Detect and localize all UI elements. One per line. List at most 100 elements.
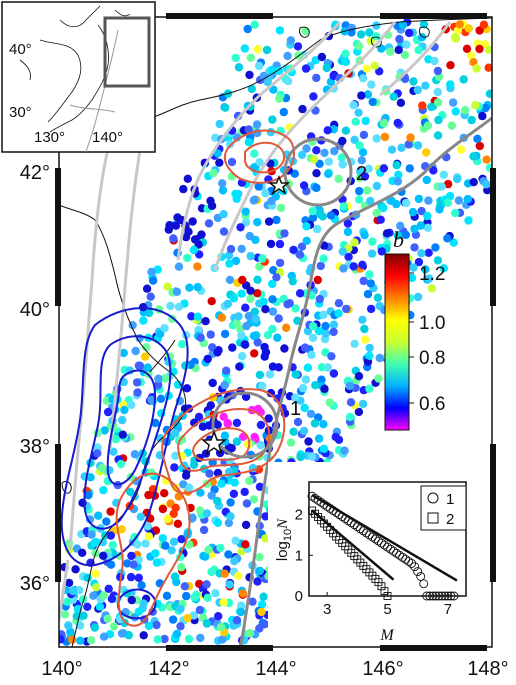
b-value-dot [242, 321, 251, 331]
legend-marker-square [427, 512, 439, 524]
b-value-dot [344, 252, 353, 262]
b-value-dot [361, 335, 370, 344]
b-value-dot [220, 329, 230, 339]
b-value-dot [171, 451, 180, 460]
b-value-dot [424, 248, 433, 257]
b-value-dot [244, 311, 253, 321]
b-value-dot [260, 342, 269, 352]
b-value-dot [211, 589, 220, 598]
b-value-dot [91, 569, 100, 578]
b-value-dot [279, 107, 288, 117]
b-value-dot [320, 148, 329, 158]
colorbar-tick-1.0: 1.0 [419, 313, 445, 334]
b-value-dot [59, 635, 65, 644]
b-value-dot [350, 339, 359, 348]
b-value-dot [280, 229, 289, 238]
b-value-dot [435, 205, 444, 214]
b-value-dot [147, 468, 156, 477]
b-value-dot [406, 133, 415, 142]
data-point-series-2 [380, 587, 389, 596]
b-value-dot [219, 227, 229, 236]
b-value-dot [380, 132, 390, 142]
b-value-dot [299, 181, 309, 190]
b-value-dot [100, 426, 109, 435]
inset-trench-2 [69, 104, 116, 113]
b-value-dot [219, 598, 228, 607]
b-value-dot [289, 245, 298, 255]
b-value-dot [219, 412, 228, 421]
b-value-dot [386, 47, 395, 56]
b-value-dot [393, 177, 403, 186]
b-value-dot [189, 460, 199, 469]
b-value-dot [172, 629, 182, 639]
b-value-dot [354, 108, 363, 117]
b-value-dot [222, 366, 231, 375]
b-value-dot [366, 36, 376, 46]
b-value-dot [193, 282, 202, 292]
b-value-dot [398, 20, 408, 30]
b-value-dot [358, 260, 367, 269]
b-value-dot [424, 274, 434, 283]
b-value-dot [154, 374, 163, 383]
b-value-dot [402, 40, 411, 49]
colorbar-tick-1.2: 1.2 [419, 264, 445, 285]
lat-label-42: 42° [20, 162, 50, 184]
b-value-dot [87, 530, 96, 539]
b-value-dot [300, 403, 309, 413]
b-value-dot [351, 117, 360, 126]
data-point-series-1 [373, 536, 383, 546]
b-value-dot [196, 633, 205, 643]
b-value-dot [433, 131, 443, 140]
b-value-dot [355, 141, 364, 150]
b-value-dot [254, 404, 263, 414]
b-value-dot [176, 622, 185, 631]
b-value-dot [327, 352, 336, 361]
b-value-dot [372, 32, 381, 41]
trench-line [238, 116, 492, 647]
b-value-dot [137, 581, 146, 590]
legend-label-2: 2 [446, 511, 454, 528]
b-value-dot [160, 324, 169, 333]
b-value-dot [142, 284, 152, 293]
data-point-series-1 [386, 544, 395, 554]
b-value-dot [404, 28, 414, 38]
b-value-dot [372, 134, 381, 143]
b-value-dot [253, 577, 262, 586]
b-value-dot [413, 292, 423, 302]
b-value-dot [354, 407, 364, 417]
b-value-dot [120, 405, 129, 415]
b-value-dot [105, 466, 114, 475]
b-value-dot [443, 198, 452, 207]
colorbar-tick-0.6: 0.6 [419, 394, 445, 415]
b-value-dot [397, 143, 406, 152]
b-value-dot [424, 196, 433, 205]
b-value-dot [193, 262, 202, 271]
b-value-dot [255, 158, 264, 167]
b-value-dot [201, 552, 210, 561]
b-value-dot [152, 558, 162, 567]
b-value-dot [126, 487, 135, 496]
x-tick-label: 7 [444, 601, 452, 618]
b-value-dot [293, 417, 303, 427]
b-value-dot [408, 207, 418, 217]
b-value-dot [174, 262, 184, 271]
b-value-dot [181, 471, 191, 480]
b-value-dot [311, 56, 320, 65]
b-value-dot [217, 479, 226, 488]
b-value-dot [249, 331, 259, 341]
b-value-dot [387, 196, 396, 206]
b-value-dot [302, 236, 311, 245]
b-value-dot [339, 264, 348, 273]
b-value-dot [173, 519, 183, 528]
b-value-dot [249, 495, 259, 504]
b-value-dot [259, 71, 268, 81]
b-value-dot [463, 194, 472, 204]
b-value-dot [89, 591, 98, 600]
b-value-dot [316, 261, 325, 271]
b-value-dot [275, 258, 285, 268]
y-tick-label: 1 [295, 547, 303, 564]
b-value-dot [312, 169, 321, 178]
b-value-dot [261, 534, 270, 543]
frequency-magnitude-plot: 3 5 7 0 1 2 1 2 M log10N [268, 462, 484, 644]
lon-label-144: 144° [255, 658, 296, 680]
